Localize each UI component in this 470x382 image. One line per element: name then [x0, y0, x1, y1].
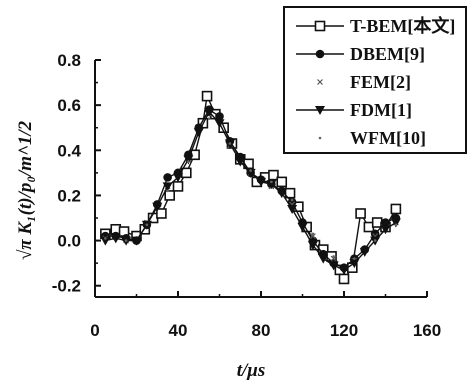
data-point	[284, 187, 296, 199]
data-point	[380, 225, 391, 235]
series-layer	[100, 90, 402, 285]
data-point	[204, 107, 215, 117]
data-point	[124, 239, 128, 242]
data-point	[309, 233, 316, 239]
data-point	[381, 218, 390, 227]
data-point	[152, 202, 163, 212]
y-tick-label: 0.0	[57, 232, 81, 251]
legend: T-BEM[本文] DBEM[9] FEM[2] FDM[1] WFM[10]	[283, 6, 467, 154]
data-point	[172, 181, 184, 192]
data-point	[187, 160, 190, 163]
data-point	[394, 223, 398, 227]
data-point	[166, 189, 169, 193]
data-point	[215, 112, 224, 121]
data-point	[349, 259, 360, 269]
x-tick-label: 160	[413, 321, 441, 340]
data-point	[276, 176, 288, 188]
legend-box	[283, 6, 467, 154]
data-point	[131, 236, 142, 246]
data-point	[249, 169, 252, 172]
data-point	[156, 208, 167, 219]
axis-labels: t/μs √π K₁(t)/p₀/m^1/2	[15, 120, 265, 381]
data-point	[104, 237, 107, 240]
data-point	[338, 273, 350, 285]
data-point	[330, 255, 337, 262]
data-point	[353, 257, 356, 260]
data-point	[370, 229, 380, 239]
x-tick-label: 80	[252, 321, 271, 340]
legend-item: DBEM[9]	[296, 44, 425, 64]
x-tick-label: 0	[90, 321, 99, 340]
legend-label: T-BEM[本文]	[350, 15, 455, 36]
legend-marker	[318, 136, 322, 140]
data-point	[235, 157, 246, 167]
legend-item: WFM[10]	[318, 128, 426, 148]
data-point	[390, 218, 401, 228]
data-point	[318, 254, 329, 264]
series-3	[100, 107, 401, 275]
y-tick-label: 0.8	[57, 51, 81, 70]
data-point	[207, 117, 211, 120]
data-point	[355, 208, 366, 219]
legend-label: FDM[1]	[350, 100, 412, 120]
data-point	[270, 180, 273, 184]
data-point	[373, 239, 377, 242]
data-point	[228, 142, 232, 145]
legend-marker	[317, 79, 323, 85]
data-point	[266, 180, 277, 190]
legend-marker	[314, 20, 326, 32]
legend-marker	[315, 49, 325, 59]
series-4	[104, 117, 398, 260]
data-point	[287, 197, 297, 207]
x-axis-label: t/μs	[237, 360, 266, 381]
x-tick-label: 120	[330, 321, 358, 340]
y-tick-label: 0.2	[57, 186, 81, 205]
data-point	[245, 168, 256, 178]
data-point	[276, 189, 287, 199]
data-point	[287, 204, 298, 214]
data-point	[297, 223, 308, 233]
data-point	[307, 241, 318, 251]
y-tick-label: -0.2	[52, 277, 81, 296]
data-point	[110, 234, 121, 244]
data-point	[390, 203, 402, 215]
legend-item: FDM[1]	[296, 100, 412, 120]
data-point	[256, 177, 266, 187]
data-point	[162, 182, 173, 192]
legend-item: T-BEM[本文]	[296, 15, 455, 36]
data-point	[145, 223, 149, 227]
data-point	[164, 190, 175, 201]
data-point	[173, 173, 183, 183]
legend-label: DBEM[9]	[350, 44, 425, 64]
data-point	[183, 155, 194, 165]
data-point	[214, 119, 225, 129]
data-point	[339, 265, 349, 275]
legend-item: FEM[2]	[317, 72, 411, 92]
data-point	[332, 255, 335, 258]
legend-label: WFM[10]	[350, 128, 426, 148]
data-point	[311, 232, 315, 236]
data-point	[163, 173, 172, 182]
y-tick-label: 0.6	[57, 96, 81, 115]
data-point	[193, 128, 204, 138]
data-point	[290, 198, 294, 202]
y-tick-label: 0.4	[57, 141, 81, 160]
data-point	[100, 236, 111, 246]
ticks-layer: 0 40 80 120 160 -0.2 0.0 0.2 0.4 0.6 0.8	[52, 51, 441, 340]
legend-label: FEM[2]	[350, 72, 411, 92]
y-axis-label: √π K₁(t)/p₀/m^1/2	[15, 120, 36, 260]
x-tick-label: 40	[169, 321, 188, 340]
data-point	[268, 169, 279, 181]
data-point	[328, 261, 339, 271]
legend-marker	[315, 106, 325, 115]
data-point	[359, 247, 370, 257]
data-point	[201, 90, 213, 102]
